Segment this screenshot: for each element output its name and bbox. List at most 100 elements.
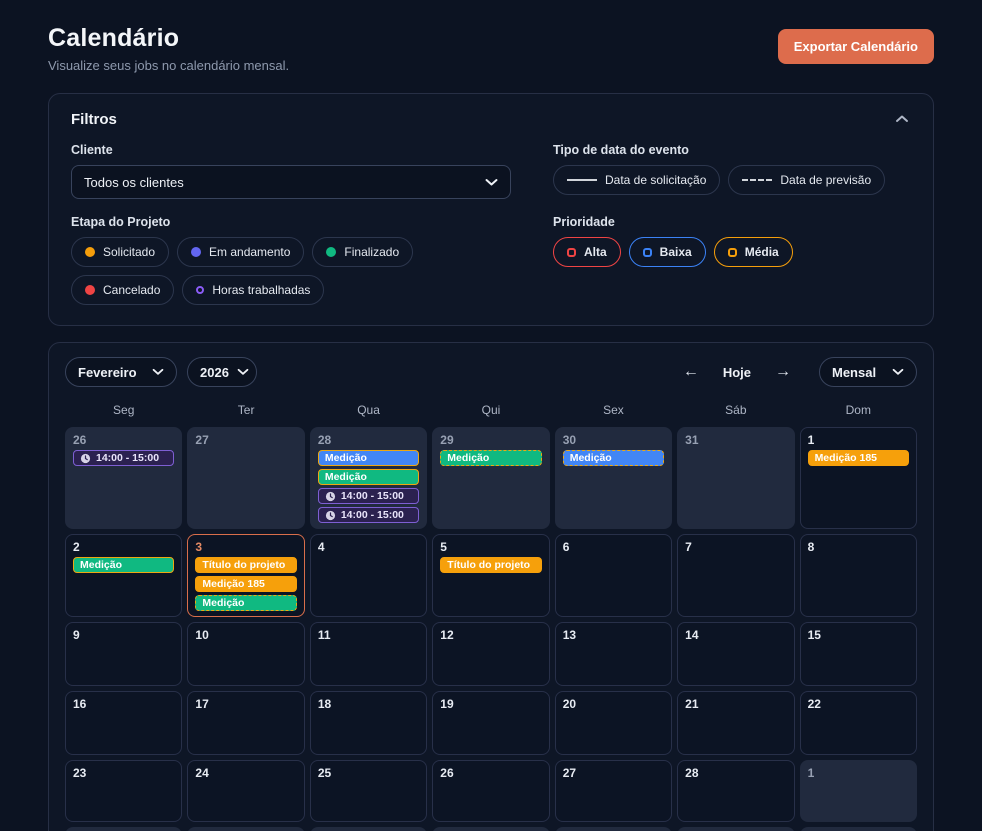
weekday-label: Dom xyxy=(845,403,871,417)
calendar-event[interactable]: Medição xyxy=(317,469,420,485)
calendar-day-cell-today[interactable]: 3 Título do projeto Medição 185 Medição xyxy=(187,534,305,617)
calendar-day-cell[interactable]: 17 xyxy=(187,691,305,755)
stage-chip-label: Finalizado xyxy=(344,245,400,259)
date-type-chip[interactable]: Data de solicitação xyxy=(553,165,721,195)
calendar-day-cell[interactable]: 21 xyxy=(677,691,795,755)
calendar-day-cell[interactable]: 3 xyxy=(187,827,305,831)
calendar-day-cell[interactable]: 30 Medição xyxy=(554,427,673,529)
calendar-day-cell[interactable]: 12 xyxy=(432,622,550,686)
day-number: 3 xyxy=(195,540,203,554)
calendar-event[interactable]: Título do projeto xyxy=(195,557,297,573)
calendar-day-cell[interactable]: 7 xyxy=(677,827,795,831)
day-number: 24 xyxy=(195,766,209,780)
stage-dot-icon xyxy=(85,247,95,257)
calendar-event[interactable]: 14:00 - 15:00 xyxy=(317,507,420,523)
day-number: 28 xyxy=(685,766,699,780)
calendar-day-cell[interactable]: 16 xyxy=(65,691,183,755)
priority-chip-label: Baixa xyxy=(659,245,692,259)
stage-chip-label: Em andamento xyxy=(209,245,291,259)
calendar-day-cell[interactable]: 6 xyxy=(554,827,673,831)
priority-filter: Prioridade Alta Baixa Média xyxy=(553,215,911,305)
view-select[interactable]: Mensal xyxy=(819,357,917,387)
stage-chip[interactable]: Horas trabalhadas xyxy=(182,275,325,305)
priority-chip[interactable]: Média xyxy=(713,237,793,267)
calendar-event[interactable]: Medição 185 xyxy=(807,450,909,466)
calendar-event[interactable]: Medição xyxy=(562,450,665,466)
calendar-day-cell[interactable]: 13 xyxy=(554,622,673,686)
calendar-day-cell[interactable]: 10 xyxy=(187,622,305,686)
date-type-chip[interactable]: Data de previsão xyxy=(728,165,886,195)
export-calendar-button[interactable]: Exportar Calendário xyxy=(777,29,934,64)
stage-chip[interactable]: Cancelado xyxy=(71,275,175,305)
calendar-day-cell[interactable]: 7 xyxy=(677,534,795,617)
calendar-event[interactable]: Título do projeto xyxy=(440,557,542,573)
calendar-day-cell[interactable]: 4 xyxy=(309,827,428,831)
weekday-label: Qui xyxy=(481,403,501,417)
calendar-day-cell[interactable]: 26 xyxy=(432,760,550,822)
calendar-day-cell[interactable]: 14 xyxy=(677,622,795,686)
weekday-label: Seg xyxy=(113,403,135,417)
calendar-day-cell[interactable]: 6 xyxy=(554,534,673,617)
calendar-day-cell[interactable]: 9 xyxy=(65,622,183,686)
day-number: 12 xyxy=(440,628,454,642)
stage-label: Etapa do Projeto xyxy=(71,215,171,229)
stage-dot-icon xyxy=(191,247,202,257)
dashed-line-icon xyxy=(742,179,773,181)
calendar-day-cell[interactable]: 8 xyxy=(799,827,917,831)
calendar-day-cell[interactable]: 27 xyxy=(187,427,305,529)
calendar-event-label: Medição xyxy=(447,452,490,464)
collapse-filters-button[interactable] xyxy=(893,110,911,129)
calendar-event[interactable]: Medição xyxy=(317,450,420,466)
calendar-day-cell[interactable]: 8 xyxy=(799,534,917,617)
calendar-day-cell[interactable]: 19 xyxy=(432,691,550,755)
calendar-day-cell[interactable]: 18 xyxy=(309,691,428,755)
day-number: 9 xyxy=(73,628,80,642)
calendar-day-cell[interactable]: 24 xyxy=(187,760,305,822)
calendar-day-cell[interactable]: 2 Medição xyxy=(65,534,183,617)
calendar-day-cell[interactable]: 31 xyxy=(677,427,795,529)
year-select[interactable]: 2026 xyxy=(187,357,257,387)
calendar-event[interactable]: 14:00 - 15:00 xyxy=(73,450,175,466)
calendar-day-cell[interactable]: 26 14:00 - 15:00 xyxy=(65,427,183,529)
page-title: Calendário xyxy=(48,24,180,52)
calendar-day-cell[interactable]: 15 xyxy=(799,622,917,686)
next-month-button[interactable]: → xyxy=(767,361,799,383)
calendar-day-cell[interactable]: 28 xyxy=(677,760,795,822)
calendar-event[interactable]: Medição xyxy=(73,557,175,573)
calendar-event[interactable]: Medição xyxy=(440,450,542,466)
stage-chip[interactable]: Solicitado xyxy=(71,237,170,267)
calendar-day-cell[interactable]: 4 xyxy=(309,534,428,617)
calendar-event[interactable]: Medição xyxy=(195,595,297,611)
calendar-day-cell[interactable]: 1 xyxy=(799,760,917,822)
calendar-day-cell[interactable]: 20 xyxy=(554,691,673,755)
calendar-day-cell[interactable]: 22 xyxy=(799,691,917,755)
stage-chip-label: Horas trabalhadas xyxy=(212,283,311,297)
priority-chip[interactable]: Baixa xyxy=(628,237,706,267)
calendar-day-cell[interactable]: 11 xyxy=(309,622,428,686)
month-select[interactable]: Fevereiro xyxy=(65,357,177,387)
view-select-value: Mensal xyxy=(832,364,877,380)
prev-month-button[interactable]: ← xyxy=(675,361,707,383)
priority-chips: Alta Baixa Média xyxy=(553,237,911,267)
filters-panel: Filtros Cliente Todos os clientes Tipo d… xyxy=(48,93,934,326)
calendar-day-cell[interactable]: 23 xyxy=(65,760,183,822)
calendar-day-cell[interactable]: 5 xyxy=(432,827,550,831)
chevron-down-icon xyxy=(892,368,904,376)
stage-chip[interactable]: Finalizado xyxy=(312,237,414,267)
calendar-event[interactable]: 14:00 - 15:00 xyxy=(317,488,420,504)
calendar-day-cell[interactable]: 5 Título do projeto xyxy=(432,534,550,617)
day-number: 28 xyxy=(317,433,332,447)
today-button[interactable]: Hoje xyxy=(717,363,757,382)
calendar-day-cell[interactable]: 28 Medição Medição 14:00 - 15:00 14:00 - 15:… xyxy=(309,427,428,529)
calendar-day-cell[interactable]: 25 xyxy=(309,760,428,822)
calendar-day-cell[interactable]: 29 Medição xyxy=(432,427,550,529)
priority-chip[interactable]: Alta xyxy=(553,237,621,267)
calendar-day-cell[interactable]: 1 Medição 185 xyxy=(799,427,917,529)
calendar-event-label: Medição xyxy=(202,597,245,609)
calendar-day-cell[interactable]: 2 xyxy=(65,827,183,831)
calendar-day-cell[interactable]: 27 xyxy=(554,760,673,822)
calendar-event[interactable]: Medição 185 xyxy=(195,576,297,592)
client-select[interactable]: Todos os clientes xyxy=(71,165,511,199)
calendar-toolbar-right: ← Hoje → Mensal xyxy=(675,357,917,387)
stage-chip[interactable]: Em andamento xyxy=(177,237,305,267)
